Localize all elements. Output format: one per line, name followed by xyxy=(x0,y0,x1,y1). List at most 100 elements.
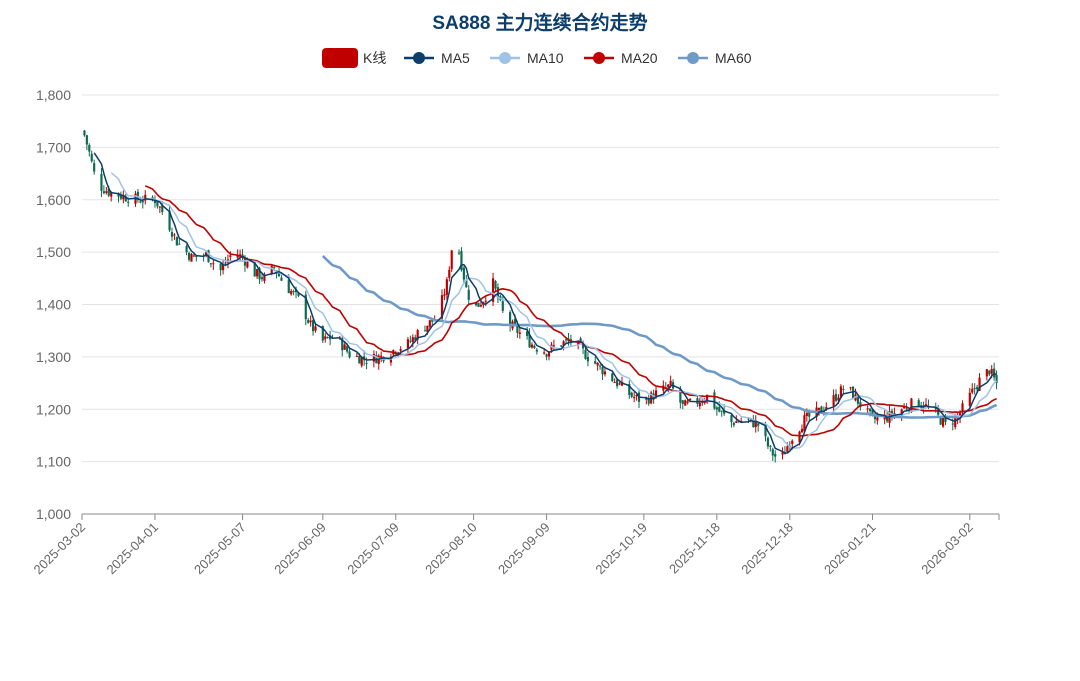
candle-body xyxy=(990,368,993,374)
candle-body xyxy=(287,279,290,294)
ma20-line xyxy=(144,185,997,437)
candle-body xyxy=(941,417,945,427)
candle-body xyxy=(105,191,108,193)
candle-body xyxy=(715,407,718,410)
candle-body xyxy=(871,409,874,416)
candle-body xyxy=(630,392,633,397)
candle-body xyxy=(341,338,344,351)
candle-body xyxy=(667,384,670,388)
candle-body xyxy=(372,353,375,362)
candle-body xyxy=(324,336,327,340)
candle-body xyxy=(577,340,580,346)
candle-body xyxy=(343,344,346,350)
candle-body xyxy=(229,255,232,257)
candle-body xyxy=(414,337,417,341)
candle-body xyxy=(85,135,88,145)
candle-body xyxy=(239,254,242,257)
candle-body xyxy=(808,411,811,417)
legend-item-k线: K线 xyxy=(322,48,386,68)
candle-body xyxy=(581,344,585,349)
candle-body xyxy=(876,417,879,421)
y-tick-label: 1,600 xyxy=(36,192,71,208)
candle-body xyxy=(834,393,838,401)
candle-body xyxy=(723,410,726,414)
candle-body xyxy=(516,324,519,333)
candle-body xyxy=(684,400,687,406)
candle-body xyxy=(579,338,582,344)
candle-body xyxy=(837,397,840,401)
legend-dot xyxy=(499,52,511,64)
candle-body xyxy=(190,254,193,262)
candle-body xyxy=(628,383,631,395)
candle-body xyxy=(474,302,478,306)
candle-body xyxy=(698,402,701,407)
candle-body xyxy=(681,400,684,404)
legend-item-ma60: MA60 xyxy=(678,50,752,66)
candle-body xyxy=(886,415,889,422)
candle-body xyxy=(380,355,383,358)
candle-body xyxy=(769,445,772,447)
grid-lines xyxy=(82,94,999,463)
candle-body xyxy=(939,416,942,425)
candle-body xyxy=(562,341,565,346)
candle-body xyxy=(791,440,794,444)
candle-body xyxy=(151,197,154,200)
candle-body xyxy=(406,339,410,349)
candle-body xyxy=(528,334,531,348)
candle-body xyxy=(954,416,957,428)
x-tick-label: 2025-04-01 xyxy=(103,520,161,578)
candle-body xyxy=(462,267,465,280)
candle-body xyxy=(178,243,181,245)
candle-body xyxy=(304,294,307,320)
ma5-line xyxy=(93,152,997,454)
candle-body xyxy=(679,388,682,403)
candle-body xyxy=(219,263,222,271)
legend-item-ma10: MA10 xyxy=(490,50,564,66)
candle-body xyxy=(603,371,607,375)
candle-body xyxy=(645,397,648,400)
candle-body xyxy=(868,408,872,412)
candle-body xyxy=(988,370,991,375)
y-tick-label: 1,200 xyxy=(36,401,71,417)
candle-body xyxy=(297,292,300,296)
candle-body xyxy=(221,264,225,271)
candle-body xyxy=(669,380,672,386)
x-tick-label: 2025-08-10 xyxy=(422,520,480,578)
candle-body xyxy=(706,394,709,403)
candle-body xyxy=(450,250,453,270)
candle-body xyxy=(586,357,590,362)
candle-body xyxy=(951,423,954,425)
candle-body xyxy=(968,392,971,406)
legend-swatch xyxy=(322,48,358,68)
candle-body xyxy=(156,200,159,207)
candle-body xyxy=(256,269,259,277)
candle-body xyxy=(175,236,178,246)
candle-body xyxy=(158,206,161,208)
candle-body xyxy=(494,280,497,289)
y-tick-label: 1,400 xyxy=(36,297,71,313)
candle-body xyxy=(107,188,110,196)
ma10-line xyxy=(110,172,998,449)
candle-body xyxy=(917,400,920,408)
candle-body xyxy=(903,406,906,409)
candle-body xyxy=(647,398,650,404)
candle-body xyxy=(820,406,823,413)
y-tick-label: 1,100 xyxy=(36,454,71,470)
candle-body xyxy=(564,339,568,341)
candle-body xyxy=(153,199,157,204)
legend-label: K线 xyxy=(363,50,386,66)
candle-body xyxy=(774,453,777,457)
candle-body xyxy=(277,273,281,277)
candle-body xyxy=(321,326,324,341)
candle-body xyxy=(141,201,144,203)
candle-body xyxy=(832,395,835,406)
candle-body xyxy=(440,295,444,319)
x-tick-label: 2025-10-19 xyxy=(592,520,650,578)
candle-body xyxy=(842,388,845,390)
candle-body xyxy=(501,301,504,311)
y-tick-label: 1,700 xyxy=(36,139,71,155)
candle-body xyxy=(730,415,733,423)
candle-body xyxy=(161,204,164,213)
candle-body xyxy=(718,407,721,412)
